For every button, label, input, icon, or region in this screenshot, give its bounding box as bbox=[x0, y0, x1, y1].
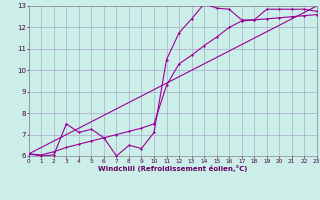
X-axis label: Windchill (Refroidissement éolien,°C): Windchill (Refroidissement éolien,°C) bbox=[98, 165, 247, 172]
